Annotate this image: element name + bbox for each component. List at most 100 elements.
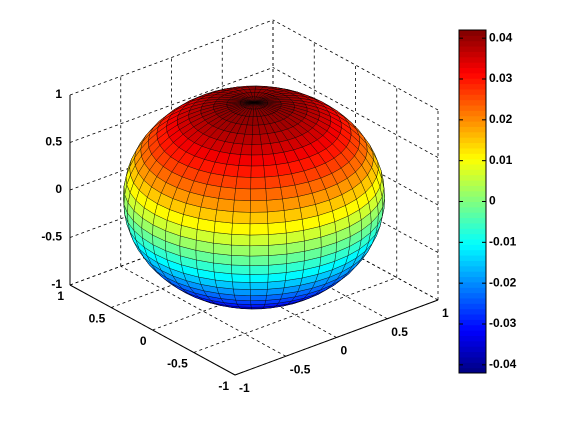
colorbar-tick-label: 0.01 xyxy=(489,153,513,167)
surface-patch xyxy=(232,281,251,290)
surface-patch xyxy=(249,264,269,275)
y-tick-label: 1 xyxy=(57,289,64,303)
surface-patch xyxy=(250,295,267,301)
grid-line xyxy=(69,19,274,96)
surface-patch xyxy=(265,187,283,201)
colorbar-band xyxy=(459,362,486,369)
x-axis xyxy=(234,299,439,376)
grid-line xyxy=(193,277,397,353)
grid-line xyxy=(272,19,439,111)
surface-patch xyxy=(216,198,235,212)
colorbar-band xyxy=(459,147,486,154)
colorbar-band xyxy=(459,126,486,133)
colorbar-band xyxy=(459,67,486,74)
colorbar-band xyxy=(459,303,486,310)
colorbar-band xyxy=(459,35,486,42)
surface-patch xyxy=(213,221,233,235)
surface-patch xyxy=(267,232,287,246)
surface-patch xyxy=(213,232,233,246)
colorbar-band xyxy=(459,319,486,326)
surface-patch xyxy=(268,253,288,266)
surface-patch xyxy=(249,273,269,283)
colorbar-band xyxy=(459,51,486,58)
surface-patch xyxy=(267,221,287,235)
colorbar-band xyxy=(459,367,486,374)
surface-patch xyxy=(249,255,269,266)
surface-patch xyxy=(232,211,251,225)
surface-patch xyxy=(249,211,269,225)
colorbar-band xyxy=(459,121,486,127)
surface-patch xyxy=(264,175,281,189)
surface-patch xyxy=(250,176,267,190)
surface-patch xyxy=(231,264,251,275)
colorbar-tick-label: -0.02 xyxy=(489,275,517,289)
grid-line xyxy=(69,67,274,143)
colorbar-band xyxy=(459,196,486,202)
surface-patch xyxy=(231,273,251,283)
colorbar-band xyxy=(459,99,486,106)
colorbar-band xyxy=(459,142,486,149)
surface-patch xyxy=(223,164,240,178)
surface-patch xyxy=(266,198,285,213)
colorbar-band xyxy=(459,351,486,358)
surface-patch xyxy=(249,223,269,236)
colorbar-band xyxy=(459,297,486,304)
colorbar-band xyxy=(459,206,486,213)
colorbar-band xyxy=(459,131,486,138)
surface-patch xyxy=(280,184,299,200)
x-tick-label: -1 xyxy=(239,381,250,395)
colorbar-band xyxy=(459,292,486,299)
colorbar-band xyxy=(459,83,486,90)
surface-patch xyxy=(250,165,266,178)
colorbar-band xyxy=(459,72,486,79)
surface-patch xyxy=(250,300,267,305)
colorbar-band xyxy=(459,153,486,160)
colorbar-band xyxy=(459,335,486,342)
surface-patch xyxy=(249,200,268,213)
colorbar-band xyxy=(459,287,486,294)
colorbar-band xyxy=(459,180,486,186)
surface-patch xyxy=(251,134,262,145)
colorbar-band xyxy=(459,62,486,69)
colorbar-tick-label: -0.01 xyxy=(489,235,517,249)
colorbar-band xyxy=(459,265,486,272)
colorbar-band xyxy=(459,260,486,267)
colorbar-tick-label: 0 xyxy=(489,194,496,208)
colorbar-band xyxy=(459,271,486,278)
surface-patch xyxy=(263,164,279,178)
colorbar-band xyxy=(459,340,486,347)
surface-patch xyxy=(250,188,267,201)
x-tick-label: -0.5 xyxy=(290,362,311,376)
colorbar-band xyxy=(459,330,486,336)
surface-patch xyxy=(240,143,253,156)
surface-patch xyxy=(250,154,264,167)
surface-patch xyxy=(235,176,252,190)
surface-patch xyxy=(249,281,269,290)
surface-patch xyxy=(252,124,261,135)
surface-patch xyxy=(231,255,251,266)
colorbar-band xyxy=(459,30,486,36)
y-tick-label: -1 xyxy=(218,379,229,393)
colorbar-band xyxy=(459,46,486,52)
colorbar-band xyxy=(459,110,486,117)
surface-patch xyxy=(268,243,288,256)
colorbar-band xyxy=(459,217,486,224)
y-tick-label: 0.5 xyxy=(89,312,106,326)
surface-patch xyxy=(251,144,263,156)
surface-patch xyxy=(203,184,222,199)
surface-patch xyxy=(249,234,269,247)
z-tick-label: 0 xyxy=(55,182,62,196)
surface-patch xyxy=(231,244,251,257)
colorbar-band xyxy=(459,185,486,192)
y-tick-label: -0.5 xyxy=(167,357,188,371)
surface-patch xyxy=(238,154,252,167)
grid-line xyxy=(120,265,286,357)
surface-patch xyxy=(231,222,251,236)
colorbar-band xyxy=(459,233,486,240)
colorbar-band xyxy=(459,228,486,235)
y-tick-label: 0 xyxy=(140,334,147,348)
colorbar-band xyxy=(459,314,486,320)
colorbar-tick-label: 0.02 xyxy=(489,112,513,126)
surface-patch xyxy=(236,165,252,178)
